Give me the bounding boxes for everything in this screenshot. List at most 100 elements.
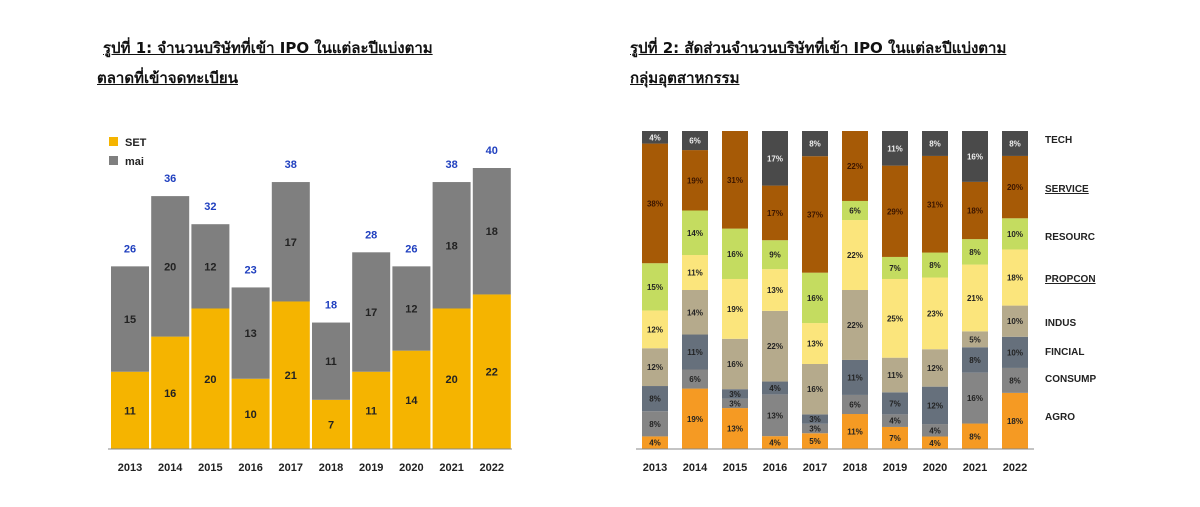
bar-PROPCON-2015 bbox=[722, 278, 748, 339]
chart2-title-line2: กลุ่มอุตสาหกรรม bbox=[630, 69, 740, 87]
x-tick-label: 2021 bbox=[963, 462, 987, 474]
data-label: 31% bbox=[927, 200, 943, 209]
bar-AGRO-2015 bbox=[722, 408, 748, 449]
data-label: 22% bbox=[767, 342, 783, 351]
data-label: 6% bbox=[689, 137, 701, 146]
legend-label-INDUS: INDUS bbox=[1045, 318, 1076, 329]
data-label: 22% bbox=[847, 321, 863, 330]
bar-PROPCON-2013 bbox=[642, 310, 668, 349]
data-label: 11% bbox=[847, 373, 863, 382]
x-tick-label: 2013 bbox=[643, 462, 667, 474]
x-tick-label: 2021 bbox=[439, 462, 463, 474]
data-label: 10% bbox=[1007, 317, 1023, 326]
data-label: 18 bbox=[486, 226, 498, 238]
data-label: 4% bbox=[929, 426, 941, 435]
data-label: 15 bbox=[124, 314, 136, 326]
data-label: 18% bbox=[1007, 274, 1023, 283]
data-label: 13% bbox=[767, 286, 783, 295]
bar-SET-2014 bbox=[151, 336, 190, 449]
data-label: 21% bbox=[967, 294, 983, 303]
data-label: 3% bbox=[729, 390, 741, 399]
data-label: 4% bbox=[929, 439, 941, 448]
bar-FINCIAL-2015 bbox=[722, 389, 748, 399]
bar-SERVICE-2022 bbox=[1002, 155, 1028, 219]
bar-SET-2020 bbox=[392, 350, 431, 449]
bar-mai-2016 bbox=[231, 287, 270, 379]
bar-INDUS-2014 bbox=[682, 290, 708, 335]
data-label: 23% bbox=[927, 309, 943, 318]
chart1-title-line1: รูปที่ 1: จำนวนบริษัทที่เข้า IPO ในแต่ละ… bbox=[103, 39, 433, 57]
data-label: 13% bbox=[807, 340, 823, 349]
data-label: 25% bbox=[887, 314, 903, 323]
total-label: 18 bbox=[325, 300, 337, 312]
bar-SET-2016 bbox=[231, 378, 270, 449]
legend-label-SET: SET bbox=[125, 137, 147, 149]
bar-mai-2015 bbox=[191, 224, 230, 309]
bar-PROPCON-2020 bbox=[922, 277, 948, 350]
data-label: 9% bbox=[769, 251, 781, 260]
bar-AGRO-2019 bbox=[882, 426, 908, 449]
data-label: 4% bbox=[769, 439, 781, 448]
bar-SERVICE-2017 bbox=[802, 156, 828, 273]
bar-SET-2017 bbox=[271, 301, 310, 449]
x-tick-label: 2018 bbox=[319, 462, 343, 474]
data-label: 7% bbox=[889, 264, 901, 273]
data-label: 16% bbox=[807, 294, 823, 303]
data-label: 17% bbox=[767, 209, 783, 218]
data-label: 14 bbox=[405, 395, 418, 407]
bar-TECH-2014 bbox=[682, 131, 708, 151]
bar-SET-2021 bbox=[432, 308, 471, 449]
data-label: 11% bbox=[687, 269, 703, 278]
bar-TECH-2021 bbox=[962, 131, 988, 182]
total-label: 38 bbox=[285, 159, 297, 171]
data-label: 11 bbox=[325, 356, 337, 368]
data-label: 12% bbox=[927, 401, 943, 410]
bar-PROPCON-2019 bbox=[882, 278, 908, 358]
bar-FINCIAL-2016 bbox=[762, 381, 788, 395]
bar-mai-2014 bbox=[151, 196, 190, 337]
data-label: 10% bbox=[1007, 230, 1023, 239]
x-tick-label: 2016 bbox=[763, 462, 787, 474]
bar-AGRO-2017 bbox=[802, 433, 828, 449]
bar-CONSUMP-2015 bbox=[722, 398, 748, 409]
data-label: 11% bbox=[687, 348, 703, 357]
bar-AGRO-2016 bbox=[762, 436, 788, 449]
bar-CONSUMP-2019 bbox=[882, 414, 908, 427]
data-label: 18% bbox=[967, 207, 983, 216]
bar-INDUS-2016 bbox=[762, 310, 788, 382]
total-label: 23 bbox=[244, 264, 256, 276]
data-label: 6% bbox=[849, 207, 861, 216]
data-label: 8% bbox=[809, 140, 821, 149]
bar-AGRO-2022 bbox=[1002, 392, 1028, 449]
data-label: 18% bbox=[1007, 417, 1023, 426]
data-label: 20 bbox=[445, 374, 457, 386]
bar-TECH-2017 bbox=[802, 131, 828, 157]
bar-FINCIAL-2013 bbox=[642, 386, 668, 412]
data-label: 19% bbox=[727, 305, 743, 314]
data-label: 8% bbox=[649, 420, 661, 429]
data-label: 4% bbox=[649, 133, 661, 142]
bar-PROPCON-2017 bbox=[802, 323, 828, 364]
x-tick-label: 2020 bbox=[923, 462, 947, 474]
data-label: 22% bbox=[847, 162, 863, 171]
data-label: 11 bbox=[124, 405, 136, 417]
total-label: 26 bbox=[405, 243, 417, 255]
bar-CONSUMP-2018 bbox=[842, 394, 868, 415]
bar-SERVICE-2016 bbox=[762, 185, 788, 241]
bar-TECH-2022 bbox=[1002, 131, 1028, 156]
bar-PROPCON-2018 bbox=[842, 220, 868, 290]
data-label: 15% bbox=[647, 283, 663, 292]
bar-RESOURC-2022 bbox=[1002, 218, 1028, 250]
bar-RESOURC-2017 bbox=[802, 272, 828, 324]
bar-mai-2020 bbox=[392, 266, 431, 351]
bar-AGRO-2021 bbox=[962, 423, 988, 449]
legend-label-TECH: TECH bbox=[1045, 135, 1072, 146]
data-label: 11 bbox=[365, 405, 377, 417]
bar-SERVICE-2020 bbox=[922, 155, 948, 253]
bar-FINCIAL-2018 bbox=[842, 359, 868, 395]
data-label: 8% bbox=[929, 261, 941, 270]
bar-TECH-2019 bbox=[882, 131, 908, 166]
data-label: 8% bbox=[649, 395, 661, 404]
bar-FINCIAL-2021 bbox=[962, 347, 988, 373]
data-label: 7% bbox=[889, 399, 901, 408]
